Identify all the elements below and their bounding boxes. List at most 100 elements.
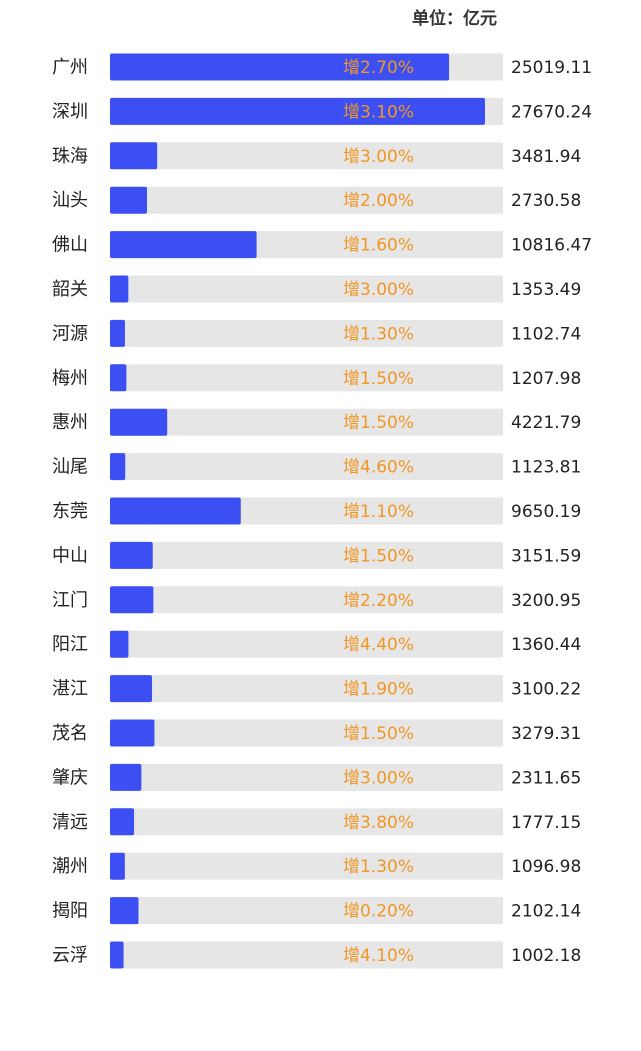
bar	[110, 675, 153, 703]
category-label: 云浮	[52, 945, 88, 966]
bar	[110, 808, 135, 836]
growth-label: 增4.60%	[343, 458, 414, 478]
value-label: 1102.74	[511, 324, 581, 344]
bar	[110, 186, 148, 214]
category-label: 韶关	[52, 279, 88, 300]
growth-label: 增0.20%	[343, 902, 414, 922]
value-label: 4221.79	[511, 413, 581, 433]
bar	[110, 453, 126, 481]
growth-label: 增1.30%	[343, 857, 414, 877]
growth-label: 增1.50%	[343, 369, 414, 389]
value-label: 1002.18	[511, 946, 581, 966]
value-label: 1096.98	[511, 857, 581, 877]
bar-track	[110, 941, 503, 969]
bar-track	[110, 630, 503, 658]
bar	[110, 630, 129, 658]
growth-label: 增2.20%	[343, 591, 414, 611]
bar-track	[110, 897, 503, 925]
bar-track	[110, 675, 503, 703]
growth-label: 增3.00%	[343, 147, 414, 167]
category-label: 佛山	[52, 235, 88, 256]
bar-track	[110, 808, 503, 836]
category-label: 河源	[52, 323, 88, 344]
bar	[110, 364, 127, 392]
bar-track	[110, 541, 503, 569]
value-label: 2730.58	[511, 191, 581, 211]
bar	[110, 408, 168, 436]
bar-track	[110, 142, 503, 170]
category-label: 江门	[52, 590, 88, 611]
bar	[110, 719, 155, 747]
bar-track	[110, 586, 503, 614]
category-label: 珠海	[52, 146, 88, 167]
growth-label: 增2.70%	[343, 58, 414, 78]
bar	[110, 97, 485, 125]
bar	[110, 275, 129, 303]
growth-label: 增3.80%	[343, 813, 414, 833]
bar	[110, 53, 450, 81]
value-label: 1777.15	[511, 813, 581, 833]
bar-track	[110, 186, 503, 214]
growth-label: 增3.00%	[343, 280, 414, 300]
growth-label: 增1.10%	[343, 502, 414, 522]
bar-track	[110, 763, 503, 791]
category-label: 东莞	[52, 501, 88, 522]
category-label: 阳江	[52, 634, 88, 655]
category-label: 梅州	[52, 368, 88, 389]
value-label: 10816.47	[511, 236, 592, 256]
value-label: 2102.14	[511, 902, 581, 922]
value-label: 2311.65	[511, 768, 581, 788]
category-label: 肇庆	[52, 767, 88, 788]
bar	[110, 763, 142, 791]
value-label: 3279.31	[511, 724, 581, 744]
value-label: 3151.59	[511, 546, 581, 566]
growth-label: 增1.60%	[343, 236, 414, 256]
category-label: 湛江	[52, 679, 88, 700]
value-label: 9650.19	[511, 502, 581, 522]
bar	[110, 142, 158, 170]
value-label: 1360.44	[511, 635, 581, 655]
growth-label: 增1.50%	[343, 413, 414, 433]
bar	[110, 586, 154, 614]
category-label: 惠州	[52, 412, 88, 433]
growth-label: 增1.50%	[343, 546, 414, 566]
category-label: 揭阳	[52, 901, 88, 922]
value-label: 3200.95	[511, 591, 581, 611]
bar-track	[110, 275, 503, 303]
bar-track	[110, 319, 503, 347]
value-label: 3481.94	[511, 147, 581, 167]
bar-track	[110, 719, 503, 747]
growth-label: 增4.10%	[343, 946, 414, 966]
category-label: 汕尾	[52, 457, 88, 478]
category-label: 广州	[52, 57, 88, 78]
category-label: 茂名	[52, 723, 88, 744]
category-label: 深圳	[52, 101, 88, 122]
growth-label: 增4.40%	[343, 635, 414, 655]
growth-label: 增1.50%	[343, 724, 414, 744]
value-label: 27670.24	[511, 102, 592, 122]
growth-label: 增1.90%	[343, 680, 414, 700]
growth-label: 增3.00%	[343, 768, 414, 788]
category-label: 潮州	[52, 856, 88, 877]
growth-label: 增3.10%	[343, 102, 414, 122]
bar	[110, 541, 153, 569]
category-label: 中山	[52, 545, 88, 566]
bar-track	[110, 364, 503, 392]
growth-label: 增2.00%	[343, 191, 414, 211]
bar	[110, 941, 124, 969]
bar-track	[110, 453, 503, 481]
growth-label: 增1.30%	[343, 324, 414, 344]
bar	[110, 497, 241, 525]
value-label: 1353.49	[511, 280, 581, 300]
value-label: 3100.22	[511, 680, 581, 700]
bar	[110, 852, 125, 880]
value-label: 1123.81	[511, 458, 581, 478]
value-label: 1207.98	[511, 369, 581, 389]
value-label: 25019.11	[511, 58, 592, 78]
category-label: 清远	[52, 812, 88, 833]
bar	[110, 319, 125, 347]
bar-track	[110, 852, 503, 880]
bar-track	[110, 408, 503, 436]
category-label: 汕头	[52, 190, 88, 211]
